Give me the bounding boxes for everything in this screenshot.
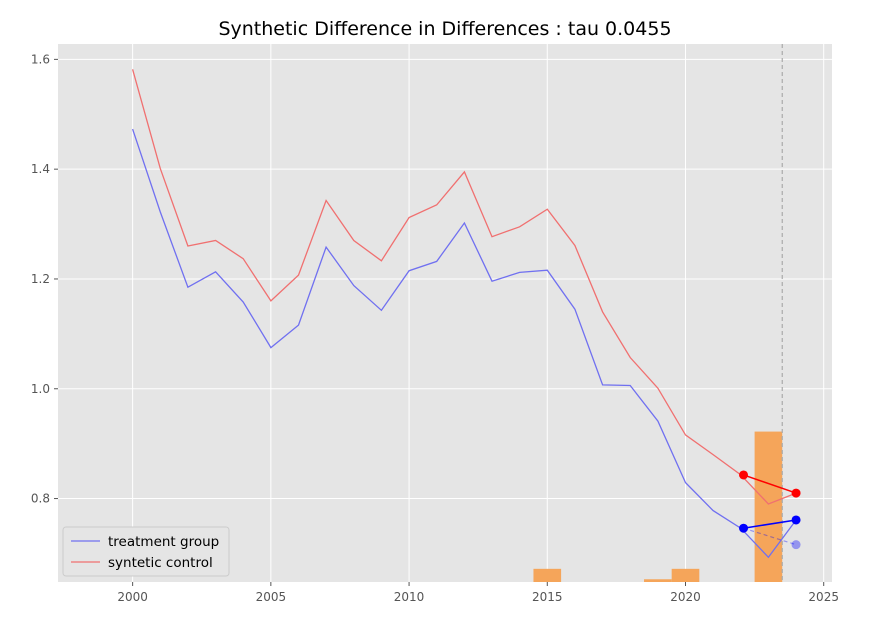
weight-bar — [533, 568, 562, 582]
y-axis-ticks: 0.8 1.0 1.2 1.4 1.6 — [31, 52, 58, 506]
y-tick-label: 1.4 — [31, 162, 50, 176]
x-tick-label: 2020 — [670, 590, 701, 604]
legend-box — [62, 526, 230, 577]
plot-area — [58, 44, 832, 582]
chart-title: Synthetic Difference in Differences : ta… — [218, 18, 671, 40]
synthetic-control-line — [131, 69, 797, 505]
legend-label-treatment: treatment group — [108, 534, 219, 550]
synthetic-estimate-line — [743, 474, 797, 494]
x-tick-label: 2000 — [117, 590, 148, 604]
legend: treatment group syntetic control — [62, 526, 230, 577]
treatment-estimate-point — [791, 515, 801, 525]
x-axis-ticks: 2000 2005 2010 2015 2020 2025 — [117, 582, 839, 604]
counterfactual-line — [743, 527, 797, 546]
counterfactual-point — [791, 540, 801, 550]
y-tick-label: 1.0 — [31, 382, 50, 396]
synthetic-estimate-point — [791, 488, 801, 498]
y-tick-label: 1.6 — [31, 52, 50, 66]
weight-bar — [644, 579, 672, 582]
x-tick-label: 2015 — [532, 590, 563, 604]
legend-label-synthetic: syntetic control — [108, 555, 213, 571]
treatment-group-line — [131, 128, 797, 559]
weight-bar — [754, 431, 783, 582]
y-tick-label: 1.2 — [31, 272, 50, 286]
x-tick-label: 2025 — [808, 590, 839, 604]
treatment-estimate-point — [739, 523, 749, 533]
synthetic-estimate-point — [739, 470, 749, 480]
treatment-estimate-line — [743, 519, 797, 529]
weight-bar — [671, 568, 700, 582]
x-tick-label: 2005 — [256, 590, 287, 604]
y-tick-label: 0.8 — [31, 492, 50, 506]
grid-lines — [58, 44, 832, 582]
x-tick-label: 2010 — [394, 590, 425, 604]
series-lines — [131, 69, 797, 559]
estimate-markers — [739, 470, 801, 550]
